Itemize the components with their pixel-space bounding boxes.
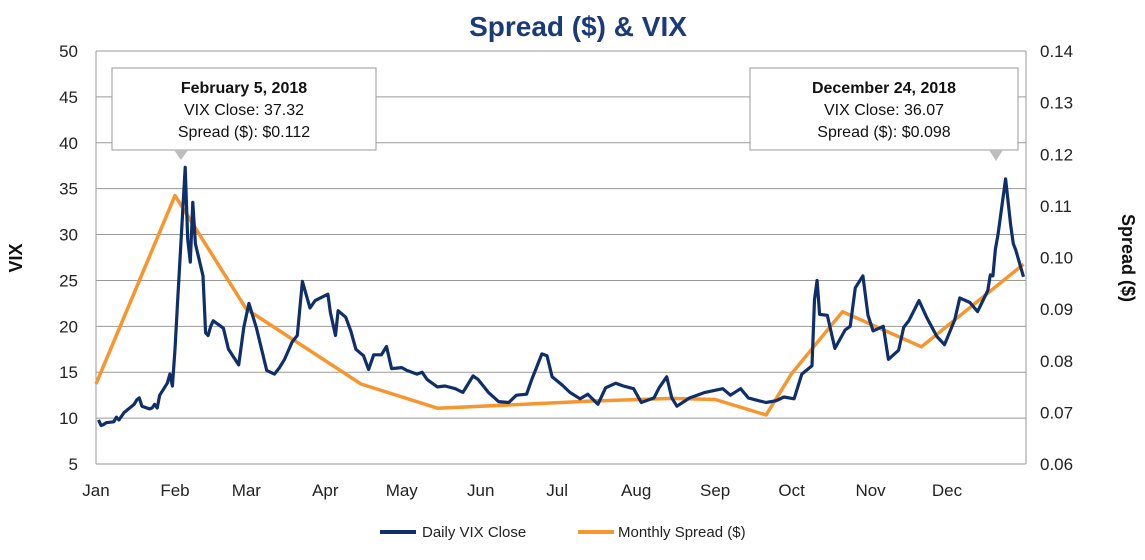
x-tick-label: Aug: [621, 481, 651, 500]
x-tick-label: Jun: [467, 481, 494, 500]
chart-title: Spread ($) & VIX: [469, 11, 687, 42]
y-tick-label: 25: [59, 271, 78, 290]
y2-tick-label: 0.11: [1040, 197, 1072, 216]
x-tick-label: Sep: [700, 481, 730, 500]
annotation-title: December 24, 2018: [812, 80, 956, 97]
x-tick-label: Dec: [932, 481, 963, 500]
y2-tick-label: 0.10: [1040, 249, 1073, 268]
annotation-pointer: [174, 150, 188, 160]
x-tick-label: Mar: [232, 481, 262, 500]
annotation-spread: Spread ($): $0.112: [178, 124, 310, 141]
series-line-daily-vix-close: [97, 165, 1026, 428]
legend: Daily VIX Close Monthly Spread ($): [380, 524, 746, 541]
annotation-vix: VIX Close: 37.32: [184, 102, 304, 119]
y2-tick-label: 0.14: [1040, 42, 1073, 61]
series-line-monthly-spread: [94, 193, 1025, 417]
y2-tick-label: 0.13: [1040, 94, 1073, 113]
y2-tick-label: 0.12: [1040, 145, 1073, 164]
annotation-dec-24: December 24, 2018 VIX Close: 36.07 Sprea…: [749, 67, 1019, 161]
y-tick-label: 5: [69, 455, 78, 474]
x-tick-label: Oct: [778, 481, 805, 500]
y2-tick-label: 0.06: [1040, 455, 1073, 474]
annotation-feb-5: February 5, 2018 VIX Close: 37.32 Spread…: [111, 67, 377, 160]
annotation-pointer: [989, 150, 1003, 161]
y2-tick-label: 0.08: [1040, 352, 1073, 371]
legend-label-monthly-spread: Monthly Spread ($): [618, 524, 746, 541]
x-tick-label: Jul: [546, 481, 568, 500]
annotation-spread: Spread ($): $0.098: [817, 124, 951, 141]
y-tick-label: 40: [59, 134, 78, 153]
right-axis-ticks: 0.06 0.07 0.08 0.09 0.10 0.11 0.12 0.13 0.14: [1040, 42, 1073, 474]
annotation-box: [111, 67, 377, 151]
annotation-vix: VIX Close: 36.07: [824, 102, 944, 119]
y2-tick-label: 0.09: [1040, 300, 1073, 319]
legend-label-daily-vix-close: Daily VIX Close: [422, 524, 526, 541]
y-tick-label: 45: [59, 88, 78, 107]
y-tick-label: 30: [59, 226, 78, 245]
x-tick-label: May: [386, 481, 419, 500]
y2-tick-label: 0.07: [1040, 403, 1073, 422]
y-tick-label: 50: [59, 42, 78, 61]
x-tick-label: Nov: [855, 481, 886, 500]
x-tick-label: Apr: [312, 481, 339, 500]
x-tick-label: Feb: [160, 481, 189, 500]
y-tick-label: 35: [59, 180, 78, 199]
x-tick-label: Jan: [82, 481, 109, 500]
right-axis-title: Spread ($): [1118, 214, 1138, 302]
y-tick-label: 15: [59, 363, 78, 382]
annotation-title: February 5, 2018: [181, 80, 307, 97]
x-axis-ticks: Jan Feb Mar Apr May Jun Jul Aug Sep Oct Nov Dec: [82, 481, 962, 500]
gridlines: [95, 50, 1027, 465]
left-axis-ticks: 5 10 15 20 25 30 35 40 45 50: [59, 42, 78, 474]
y-tick-label: 10: [59, 409, 78, 428]
y-tick-label: 20: [59, 317, 78, 336]
left-axis-title: VIX: [6, 243, 26, 272]
annotation-box: [749, 67, 1019, 151]
